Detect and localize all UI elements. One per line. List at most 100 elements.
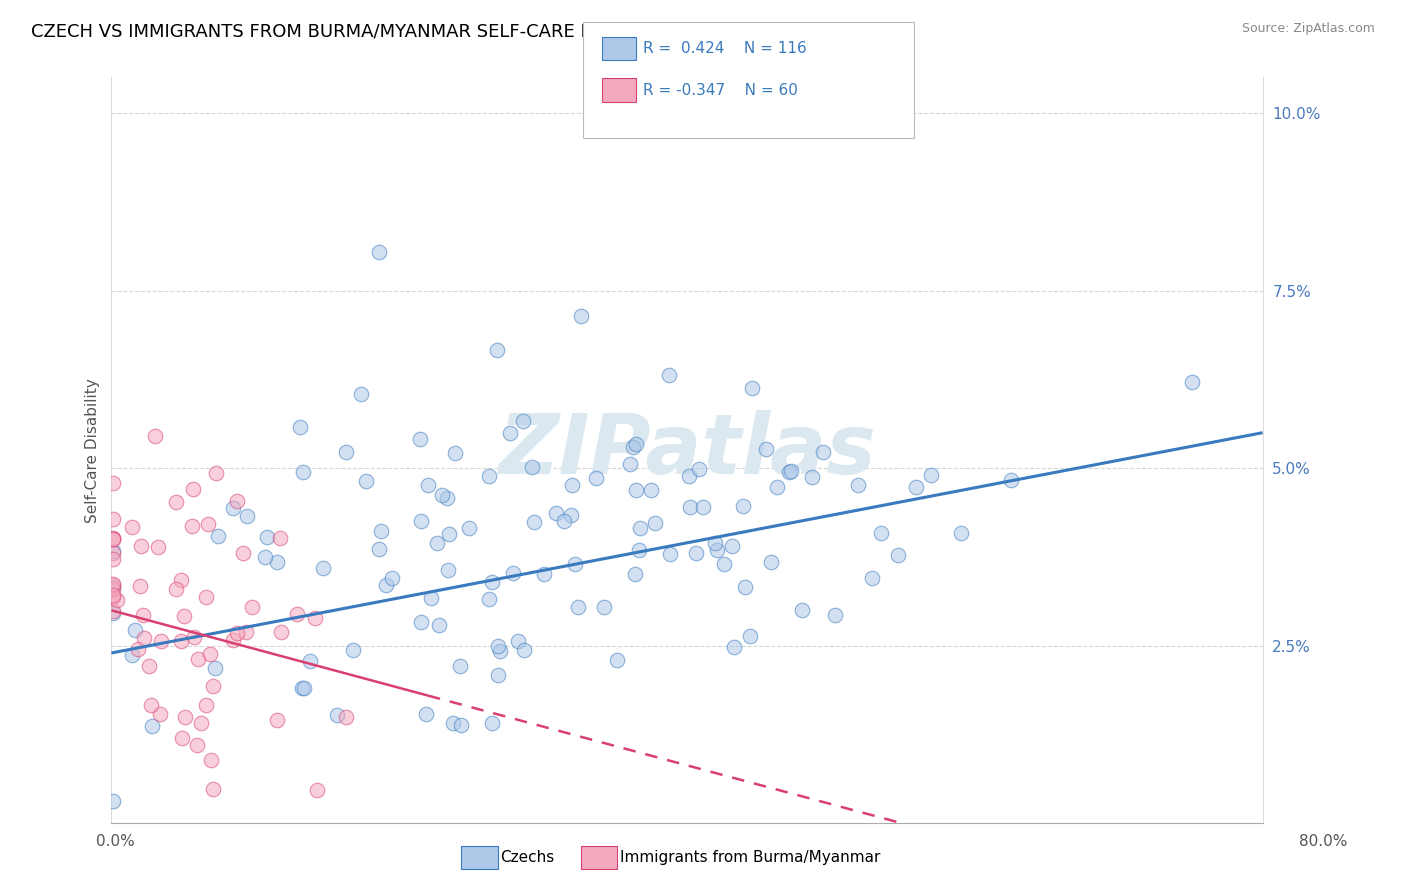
Point	[165, 495, 187, 509]
Point	[824, 608, 846, 623]
Point	[105, 592, 128, 607]
Point	[870, 526, 893, 541]
Point	[290, 420, 312, 434]
Point	[860, 571, 883, 585]
Point	[101, 533, 124, 547]
Point	[368, 542, 391, 557]
Point	[904, 480, 927, 494]
Point	[512, 414, 534, 428]
Point	[721, 539, 744, 553]
Point	[269, 531, 291, 545]
Point	[415, 707, 437, 722]
Point	[170, 731, 193, 746]
Point	[685, 546, 707, 560]
Point	[253, 549, 276, 564]
Point	[183, 630, 205, 644]
Point	[627, 543, 650, 558]
Point	[225, 626, 247, 640]
Point	[101, 531, 124, 545]
Point	[811, 444, 834, 458]
Point	[205, 467, 228, 481]
Point	[342, 642, 364, 657]
Point	[165, 582, 187, 596]
Point	[571, 309, 593, 323]
Text: ZIPatlas: ZIPatlas	[498, 410, 876, 491]
Point	[416, 478, 439, 492]
Point	[222, 501, 245, 516]
Point	[326, 708, 349, 723]
Point	[194, 698, 217, 712]
Point	[427, 617, 450, 632]
Point	[204, 660, 226, 674]
Point	[381, 571, 404, 585]
Point	[145, 428, 167, 442]
Point	[312, 561, 335, 575]
Point	[129, 539, 152, 553]
Point	[170, 573, 193, 587]
Point	[200, 753, 222, 767]
Point	[370, 524, 392, 538]
Point	[141, 719, 163, 733]
Point	[101, 582, 124, 596]
Point	[146, 541, 169, 555]
Point	[567, 599, 589, 614]
Point	[624, 483, 647, 497]
Point	[553, 514, 575, 528]
Point	[181, 482, 204, 496]
Point	[225, 494, 247, 508]
Point	[374, 577, 396, 591]
Point	[195, 590, 218, 604]
Point	[132, 608, 155, 623]
Point	[436, 563, 458, 577]
Point	[523, 515, 546, 529]
Y-axis label: Self-Care Disability: Self-Care Disability	[86, 378, 100, 523]
Point	[703, 536, 725, 550]
Point	[564, 557, 586, 571]
Point	[778, 465, 800, 479]
Point	[846, 477, 869, 491]
Point	[1000, 473, 1022, 487]
Point	[592, 600, 614, 615]
Text: Czechs: Czechs	[501, 850, 555, 864]
Point	[101, 511, 124, 525]
Point	[128, 579, 150, 593]
Point	[920, 467, 942, 482]
Point	[221, 633, 243, 648]
Point	[335, 709, 357, 723]
Point	[513, 642, 536, 657]
Point	[508, 634, 530, 648]
Point	[486, 668, 509, 682]
Point	[790, 603, 813, 617]
Point	[621, 440, 644, 454]
Point	[950, 525, 973, 540]
Point	[765, 480, 787, 494]
Point	[659, 547, 682, 561]
Point	[181, 519, 204, 533]
Point	[734, 580, 756, 594]
Point	[426, 536, 449, 550]
Point	[439, 527, 461, 541]
Point	[688, 461, 710, 475]
Point	[101, 580, 124, 594]
Point	[207, 528, 229, 542]
Point	[101, 551, 124, 566]
Point	[623, 567, 645, 582]
Point	[886, 549, 908, 563]
Point	[305, 782, 328, 797]
Point	[190, 716, 212, 731]
Point	[138, 659, 160, 673]
Point	[458, 521, 481, 535]
Point	[544, 507, 567, 521]
Point	[101, 533, 124, 547]
Point	[678, 468, 700, 483]
Text: R = -0.347    N = 60: R = -0.347 N = 60	[643, 83, 797, 97]
Point	[173, 609, 195, 624]
Point	[101, 604, 124, 618]
Point	[292, 681, 315, 696]
Point	[174, 710, 197, 724]
Point	[740, 629, 762, 643]
Point	[187, 652, 209, 666]
Point	[706, 542, 728, 557]
Text: Source: ZipAtlas.com: Source: ZipAtlas.com	[1241, 22, 1375, 36]
Point	[124, 623, 146, 637]
